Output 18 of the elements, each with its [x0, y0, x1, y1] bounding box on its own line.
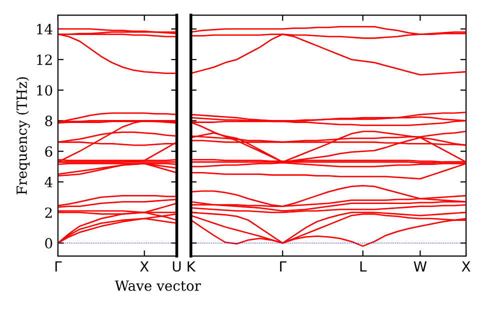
y-tick-label: 14 — [37, 24, 52, 34]
x-tick-label: K — [188, 261, 196, 272]
y-tick-label: 10 — [37, 85, 52, 96]
x-tick-label: W — [414, 261, 427, 272]
y-tick-label: 12 — [37, 54, 52, 65]
x-tick-label: Γ — [280, 261, 286, 272]
x-tick-label: X — [140, 261, 149, 272]
x-tick-label: Γ — [55, 261, 62, 272]
y-axis-title: Frequency (THz) — [16, 77, 30, 194]
y-tick-label: 6 — [45, 146, 52, 157]
y-tick-label: 4 — [44, 176, 52, 188]
x-tick-label: L — [360, 261, 367, 272]
y-tick-label: 0 — [45, 238, 52, 249]
x-axis-title: Wave vector — [114, 280, 202, 291]
y-tick-label: 2 — [45, 207, 52, 218]
x-tick-label: U — [172, 261, 181, 272]
y-tick-label: 8 — [45, 116, 52, 126]
x-tick-label: X — [462, 261, 470, 272]
